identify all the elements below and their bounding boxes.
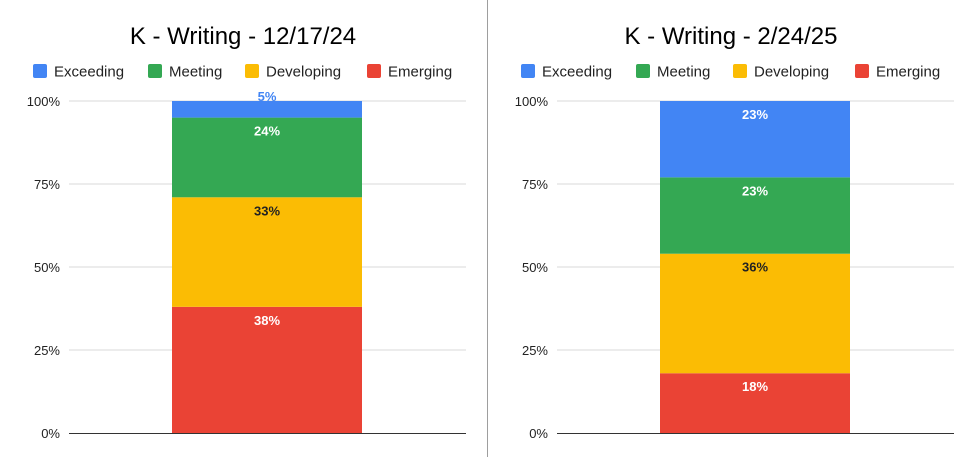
chart-title: K - Writing - 12/17/24: [130, 23, 356, 50]
y-tick-label: 100%: [515, 94, 549, 109]
bar-segment-developing: [172, 197, 362, 307]
bar-segment-meeting: [660, 177, 850, 254]
y-tick-label: 75%: [34, 177, 60, 192]
y-tick-label: 25%: [34, 343, 60, 358]
y-tick-label: 0%: [41, 426, 60, 441]
y-axis-ticks: 0% 25% 50% 75% 100%: [515, 94, 549, 441]
data-label-meeting: 24%: [254, 124, 280, 139]
legend-swatch-meeting: [636, 64, 650, 78]
data-label-emerging: 18%: [742, 379, 768, 394]
y-tick-label: 75%: [522, 177, 548, 192]
legend-swatch-exceeding: [33, 64, 47, 78]
legend-label-meeting: Meeting: [657, 64, 710, 81]
bar-segment-meeting: [172, 117, 362, 198]
legend-label-exceeding: Exceeding: [54, 64, 124, 81]
bar-stack: [172, 101, 362, 433]
y-tick-label: 50%: [522, 260, 548, 275]
legend-swatch-emerging: [855, 64, 869, 78]
legend-swatch-emerging: [367, 64, 381, 78]
divider: [487, 0, 488, 457]
legend-label-developing: Developing: [754, 64, 829, 81]
legend-swatch-exceeding: [521, 64, 535, 78]
legend-label-exceeding: Exceeding: [542, 64, 612, 81]
legend-label-emerging: Emerging: [876, 64, 940, 81]
legend-swatch-developing: [245, 64, 259, 78]
chart-left-svg: K - Writing - 12/17/24 Exceeding Meeting D…: [27, 23, 466, 441]
bar-segment-exceeding: [660, 101, 850, 178]
bar-stack: [660, 101, 850, 433]
legend-swatch-developing: [733, 64, 747, 78]
bar-segment-exceeding: [172, 101, 362, 118]
data-label-exceeding: 23%: [742, 107, 768, 122]
y-axis-ticks: 0% 25% 50% 75% 100%: [27, 94, 61, 441]
data-label-emerging: 38%: [254, 313, 280, 328]
chart-right: K - Writing - 2/24/25 Exceeding Meeting De…: [488, 0, 975, 457]
legend-label-developing: Developing: [266, 64, 341, 81]
legend-label-emerging: Emerging: [388, 64, 452, 81]
y-tick-label: 100%: [27, 94, 61, 109]
bar-segment-developing: [660, 253, 850, 374]
legend: Exceeding Meeting Developing Emerging: [33, 64, 452, 81]
chart-left: K - Writing - 12/17/24 Exceeding Meeting D…: [0, 0, 487, 457]
chart-title: K - Writing - 2/24/25: [625, 23, 838, 50]
bar-segment-emerging: [172, 306, 362, 433]
data-label-exceeding: 5%: [258, 89, 277, 104]
y-tick-label: 0%: [529, 426, 548, 441]
data-labels: 38% 33% 24% 5%: [254, 89, 280, 328]
bar-segment-emerging: [660, 373, 850, 433]
data-label-developing: 33%: [254, 203, 280, 218]
y-tick-label: 25%: [522, 343, 548, 358]
y-tick-label: 50%: [34, 260, 60, 275]
legend-label-meeting: Meeting: [169, 64, 222, 81]
legend-swatch-meeting: [148, 64, 162, 78]
data-label-meeting: 23%: [742, 183, 768, 198]
legend: Exceeding Meeting Developing Emerging: [521, 64, 940, 81]
chart-right-svg: K - Writing - 2/24/25 Exceeding Meeting De…: [515, 23, 954, 441]
data-label-developing: 36%: [742, 260, 768, 275]
data-labels: 18% 36% 23% 23%: [742, 107, 768, 394]
